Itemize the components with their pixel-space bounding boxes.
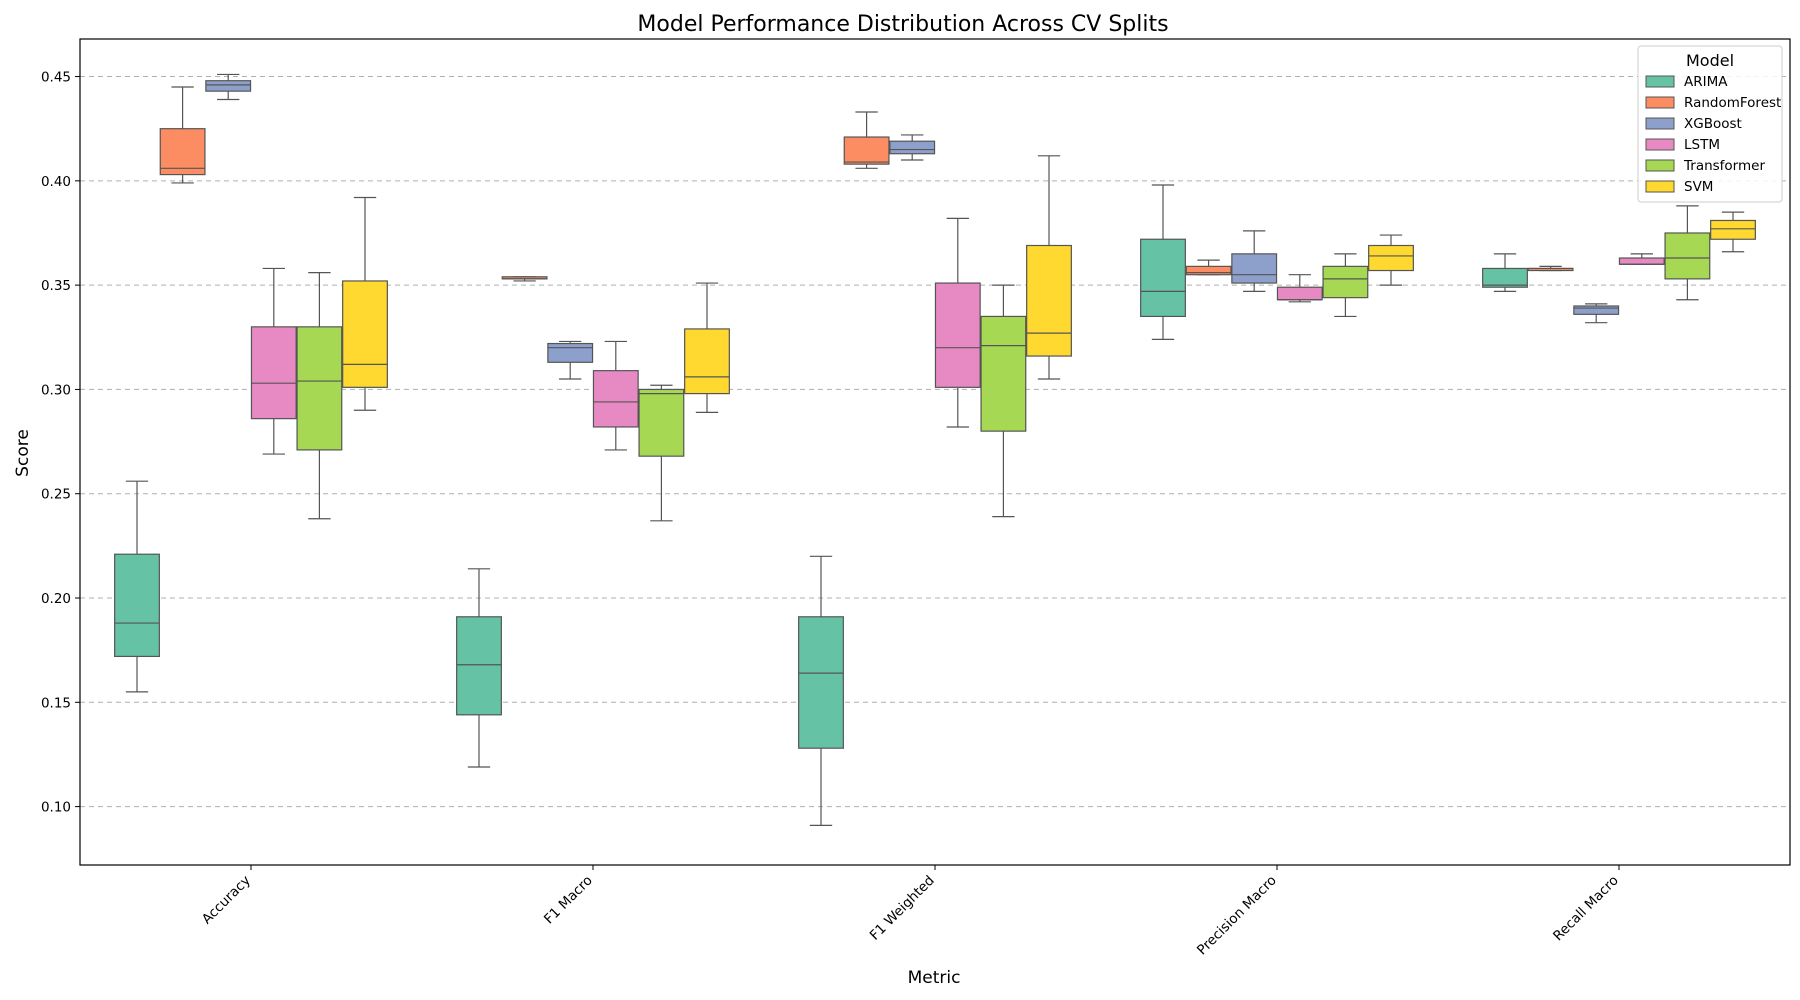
- iqr-box: [296, 326, 343, 451]
- box-lstm-precision-macro: [1276, 274, 1323, 303]
- legend-label: RandomForest: [1684, 95, 1781, 111]
- box-xgboost-f1-weighted: [889, 134, 936, 161]
- box-randomforest-accuracy: [159, 86, 206, 184]
- iqr-box: [1368, 244, 1414, 272]
- x-tick-label: Accuracy: [199, 873, 254, 928]
- box-arima-f1-macro: [456, 568, 502, 768]
- iqr-box: [1140, 238, 1186, 318]
- iqr-box: [1482, 267, 1528, 288]
- box-randomforest-f1-macro: [501, 276, 548, 282]
- iqr-box: [456, 616, 502, 716]
- iqr-box: [980, 315, 1027, 432]
- iqr-box: [843, 136, 890, 165]
- legend-label: LSTM: [1684, 137, 1720, 153]
- iqr-box: [547, 342, 594, 363]
- iqr-box: [1618, 257, 1665, 265]
- legend-swatch: [1645, 159, 1675, 172]
- box-layer: [114, 73, 1756, 826]
- legend-items: ARIMA RandomForest XGBoost LSTM Transformer S…: [1645, 74, 1781, 195]
- y-tick-label: 0.35: [41, 278, 71, 294]
- box-xgboost-accuracy: [205, 73, 252, 101]
- legend-label: ARIMA: [1684, 74, 1728, 90]
- box-lstm-f1-weighted: [934, 217, 981, 428]
- y-tick-label: 0.40: [41, 174, 71, 190]
- x-tick-label: F1 Macro: [541, 873, 596, 928]
- x-axis-label: Metric: [908, 968, 961, 988]
- legend-label: Transformer: [1683, 158, 1765, 174]
- box-randomforest-precision-macro: [1185, 259, 1232, 276]
- legend-swatch: [1645, 75, 1675, 88]
- iqr-box: [1026, 244, 1072, 357]
- iqr-box: [205, 80, 252, 92]
- box-arima-precision-macro: [1140, 184, 1186, 340]
- iqr-box: [684, 328, 730, 395]
- iqr-box: [159, 128, 206, 176]
- box-svm-f1-macro: [684, 282, 730, 413]
- box-svm-precision-macro: [1368, 234, 1414, 286]
- chart-title: Model Performance Distribution Across CV…: [637, 12, 1168, 37]
- box-lstm-recall-macro: [1618, 253, 1665, 265]
- x-tick-label: Recall Macro: [1550, 873, 1622, 945]
- box-svm-f1-weighted: [1026, 155, 1072, 380]
- plot-frame: [79, 38, 1791, 866]
- x-tick-label: Precision Macro: [1194, 873, 1280, 959]
- iqr-box: [1664, 232, 1711, 280]
- box-transformer-f1-weighted: [980, 284, 1027, 518]
- box-transformer-precision-macro: [1322, 253, 1369, 318]
- y-tick-label: 0.20: [41, 591, 71, 607]
- legend-label: XGBoost: [1684, 116, 1742, 132]
- box-transformer-accuracy: [296, 272, 343, 520]
- legend: Model ARIMA RandomForest XGBoost LSTM Transf…: [1637, 45, 1783, 203]
- y-tick-label: 0.15: [41, 695, 71, 711]
- box-xgboost-recall-macro: [1573, 303, 1620, 324]
- iqr-box: [1573, 305, 1620, 315]
- legend-title: Model: [1686, 51, 1734, 70]
- iqr-box: [1322, 265, 1369, 299]
- x-axis-ticks: Accuracy F1 Macro F1 Weighted Precision Mac…: [199, 865, 1622, 958]
- legend-label: SVM: [1684, 179, 1713, 195]
- y-tick-label: 0.45: [41, 70, 71, 86]
- iqr-box: [1710, 219, 1756, 240]
- iqr-box: [342, 280, 388, 388]
- box-lstm-f1-macro: [592, 340, 639, 451]
- box-xgboost-precision-macro: [1231, 230, 1278, 292]
- iqr-box: [1231, 253, 1278, 284]
- y-axis-ticks: 0.10 0.15 0.20 0.25 0.30 0.35 0.40 0.45: [41, 70, 80, 816]
- legend-swatch: [1645, 138, 1675, 151]
- y-tick-label: 0.25: [41, 487, 71, 503]
- iqr-box: [1276, 286, 1323, 301]
- box-xgboost-f1-macro: [547, 340, 594, 380]
- legend-swatch: [1645, 180, 1675, 193]
- box-arima-recall-macro: [1482, 253, 1528, 292]
- box-arima-f1-weighted: [798, 555, 844, 826]
- box-transformer-f1-macro: [638, 384, 685, 522]
- y-tick-label: 0.10: [41, 800, 71, 816]
- iqr-box: [798, 616, 844, 749]
- iqr-box: [934, 282, 981, 388]
- iqr-box: [592, 370, 639, 428]
- iqr-box: [1185, 265, 1232, 276]
- y-tick-label: 0.30: [41, 382, 71, 398]
- legend-swatch: [1645, 96, 1675, 109]
- box-randomforest-f1-weighted: [843, 111, 890, 169]
- iqr-box: [250, 326, 297, 420]
- box-arima-accuracy: [114, 480, 160, 693]
- y-axis-label: Score: [13, 429, 33, 477]
- x-tick-label: F1 Weighted: [867, 873, 938, 944]
- iqr-box: [889, 140, 936, 155]
- legend-swatch: [1645, 117, 1675, 130]
- iqr-box: [114, 553, 160, 658]
- box-transformer-recall-macro: [1664, 205, 1711, 301]
- box-svm-accuracy: [342, 196, 388, 411]
- box-randomforest-recall-macro: [1527, 265, 1574, 272]
- iqr-box: [638, 388, 685, 457]
- box-svm-recall-macro: [1710, 211, 1756, 253]
- box-lstm-accuracy: [250, 267, 297, 455]
